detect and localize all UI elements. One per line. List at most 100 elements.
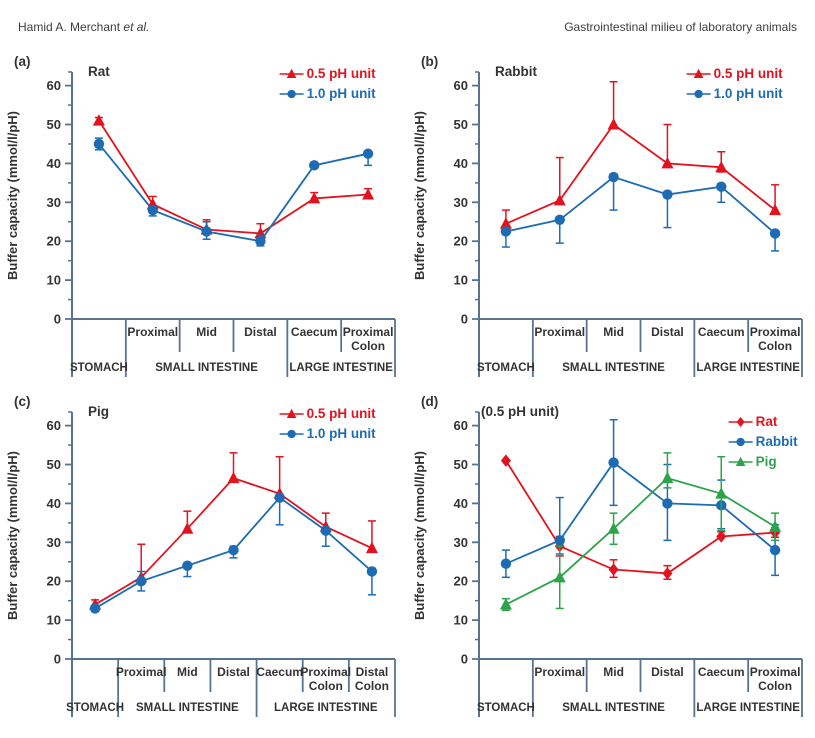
- svg-text:30: 30: [454, 195, 468, 210]
- legend-label: 0.5 pH unit: [307, 406, 377, 421]
- legend-label: 0.5 pH unit: [714, 66, 784, 81]
- x-category-label: Distal: [651, 325, 684, 339]
- legend-label: 1.0 pH unit: [307, 86, 377, 101]
- data-point: [769, 228, 781, 239]
- panel-label: (b): [421, 54, 438, 69]
- data-point: [93, 138, 105, 150]
- x-category-label: Proximal: [534, 325, 585, 339]
- svg-text:40: 40: [47, 496, 61, 511]
- series-line: [505, 477, 776, 606]
- data-point: [286, 68, 297, 78]
- y-tick-labels: 0 10 20 30 40 50 60: [47, 418, 61, 666]
- series-line: [505, 123, 776, 225]
- data-point: [362, 188, 375, 200]
- svg-text:30: 30: [47, 535, 61, 550]
- svg-text:0: 0: [461, 312, 468, 327]
- chart-title: Rat: [88, 64, 110, 79]
- x-group-label: STOMACH: [66, 702, 124, 714]
- y-axis-label: Buffer capacity (mmol/l/pH): [5, 451, 20, 620]
- data-point: [662, 189, 673, 200]
- series-pig: [499, 452, 782, 612]
- x-group-label: LARGE INTESTINE: [274, 702, 378, 714]
- data-point: [147, 204, 158, 216]
- svg-text:10: 10: [454, 273, 468, 288]
- chart-panel-rat: (a) Rat 0 10 20 30 40 50 60 Buffer capacity (mmol…: [0, 42, 407, 382]
- data-point: [286, 408, 297, 418]
- x-group-label: STOMACH: [70, 362, 128, 374]
- y-axis: [65, 411, 395, 717]
- data-point: [736, 417, 745, 427]
- header-author-name: Hamid A. Merchant: [18, 20, 121, 34]
- data-point: [255, 236, 266, 247]
- data-point: [500, 226, 512, 237]
- y-axis-label: Buffer capacity (mmol/l/pH): [5, 111, 20, 280]
- panel-label: (d): [421, 394, 438, 409]
- x-group-label: LARGE INTESTINE: [696, 362, 800, 374]
- x-axis: Proximal Mid Distal Caecum ProximalColonSTOM…: [477, 319, 803, 377]
- data-point: [608, 563, 619, 576]
- data-point: [736, 437, 745, 447]
- data-point: [181, 522, 194, 534]
- data-point: [608, 171, 619, 183]
- error-bars: [94, 137, 373, 247]
- data-point: [662, 567, 673, 580]
- x-category-label: Caecum: [698, 665, 745, 679]
- x-category-label: Mid: [603, 665, 624, 679]
- y-axis-label: Buffer capacity (mmol/l/pH): [412, 111, 427, 280]
- data-point: [553, 570, 566, 583]
- data-point: [92, 114, 105, 126]
- svg-text:20: 20: [454, 234, 468, 249]
- data-point: [662, 498, 673, 509]
- header-running-title: Gastrointestinal milieu of laboratory an…: [564, 20, 797, 34]
- data-point: [661, 156, 674, 169]
- chart-title: (0.5 pH unit): [481, 404, 559, 419]
- svg-text:60: 60: [454, 78, 468, 93]
- data-point: [201, 226, 212, 237]
- data-point: [607, 118, 620, 130]
- data-point: [227, 471, 240, 484]
- series-line: [505, 176, 776, 235]
- chart-d: (d) (0.5 pH unit) 0 10 20 30 40 50 60 Buffer capa…: [412, 394, 803, 717]
- x-category-label: Colon: [351, 339, 385, 353]
- x-category-label: Caecum: [291, 325, 338, 339]
- x-category-label: Caecum: [256, 665, 303, 679]
- data-point: [554, 535, 565, 546]
- x-group-label: LARGE INTESTINE: [696, 702, 800, 714]
- chart-panel-rabbit: (b) Rabbit 0 10 20 30 40 50 60 Buffer capacity (m…: [407, 42, 814, 382]
- legend-label: 1.0 pH unit: [714, 86, 784, 101]
- data-point: [735, 456, 746, 466]
- x-axis: Proximal Mid Distal Caecum ProximalColonSTOM…: [70, 319, 396, 377]
- data-point: [182, 560, 193, 571]
- y-tick-labels: 0 10 20 30 40 50 60: [47, 78, 61, 326]
- svg-text:30: 30: [454, 535, 468, 550]
- x-category-label: Distal: [217, 665, 250, 679]
- header-author: Hamid A. Merchant et al.: [18, 20, 149, 34]
- data-point: [308, 191, 321, 204]
- x-group-label: SMALL INTESTINE: [562, 362, 665, 374]
- x-group-label: SMALL INTESTINE: [155, 362, 258, 374]
- svg-text:40: 40: [47, 156, 61, 171]
- svg-text:20: 20: [454, 574, 468, 589]
- x-axis: Proximal Mid Distal Caecum ProximalColonSTOM…: [477, 659, 803, 717]
- x-group-label: SMALL INTESTINE: [562, 702, 665, 714]
- series-1.0-ph-unit: [93, 137, 374, 247]
- series-line: [98, 143, 369, 243]
- svg-text:50: 50: [454, 117, 468, 132]
- data-point: [553, 193, 566, 206]
- svg-text:0: 0: [54, 652, 61, 667]
- chart-c: (c) Pig 0 10 20 30 40 50 60 Buffer capacity (mmol…: [5, 394, 396, 717]
- x-category-label: Distal: [651, 665, 684, 679]
- series-0.5-ph-unit: [92, 114, 375, 241]
- data-point: [287, 429, 296, 439]
- x-category-label: Colon: [355, 679, 389, 693]
- x-group-label: SMALL INTESTINE: [136, 702, 239, 714]
- svg-text:50: 50: [47, 457, 61, 472]
- y-tick-labels: 0 10 20 30 40 50 60: [454, 78, 468, 326]
- data-point: [715, 160, 728, 173]
- data-point: [769, 544, 781, 556]
- page-header: Hamid A. Merchant et al. Gastrointestina…: [0, 0, 815, 36]
- legend: 0.5 pH unit 1.0 pH unit: [279, 66, 377, 101]
- header-author-etal: et al.: [123, 20, 150, 34]
- data-point: [500, 558, 512, 569]
